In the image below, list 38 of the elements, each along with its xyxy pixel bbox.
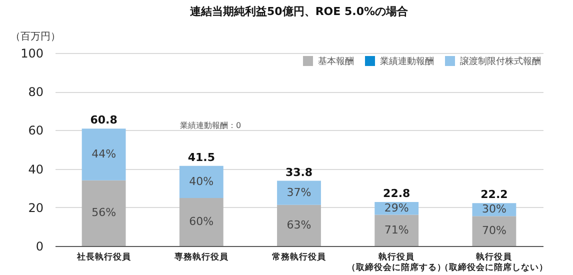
- annotation: 70%: [482, 224, 506, 238]
- total-label: 22.2: [480, 188, 508, 202]
- y-tick-label: 80: [28, 85, 44, 100]
- legend-label: 業績連動報酬: [380, 56, 434, 67]
- total-label: 60.8: [90, 114, 118, 127]
- annotation: 40%: [189, 174, 214, 188]
- chart-title: 連結当期純利益50億円、ROE 5.0%の場合: [189, 5, 409, 18]
- y-tick-label: 100: [20, 46, 44, 60]
- annotation: 56%: [92, 206, 116, 220]
- x-tick-label: 社長執行役員: [76, 252, 132, 262]
- y-tick-label: 0: [36, 240, 44, 254]
- annotation: 29%: [384, 201, 409, 214]
- total-label: 41.5: [188, 150, 215, 164]
- y-tick-label: 40: [28, 162, 44, 176]
- total-label: 33.8: [285, 166, 313, 179]
- bar: [179, 198, 224, 246]
- bar: [277, 204, 321, 246]
- bar: [374, 214, 419, 246]
- y-tick-label: 60: [28, 124, 44, 138]
- annotation: 37%: [286, 186, 312, 199]
- x-tick-label: 専務執行役員: [173, 252, 230, 262]
- bar: [179, 166, 224, 198]
- annotation: 63%: [286, 218, 312, 232]
- total-label: 22.8: [383, 186, 410, 200]
- annotation: 業績連動報酬：0: [180, 121, 242, 130]
- bar: [82, 128, 126, 180]
- bar: [82, 180, 126, 246]
- y-axis-title: （百万円）: [10, 32, 60, 42]
- annotation: 60%: [189, 214, 214, 228]
- legend-label: 基本報酬: [318, 56, 354, 67]
- x-tick-label: 常務執行役員: [272, 252, 327, 262]
- annotation: 44%: [92, 148, 116, 161]
- annotation: 71%: [384, 223, 409, 236]
- bar: [277, 180, 321, 205]
- legend-label: 譲渡制限付株式報酬: [460, 56, 541, 67]
- bar: [472, 216, 516, 246]
- annotation: 30%: [482, 202, 506, 216]
- y-tick-label: 20: [28, 200, 44, 215]
